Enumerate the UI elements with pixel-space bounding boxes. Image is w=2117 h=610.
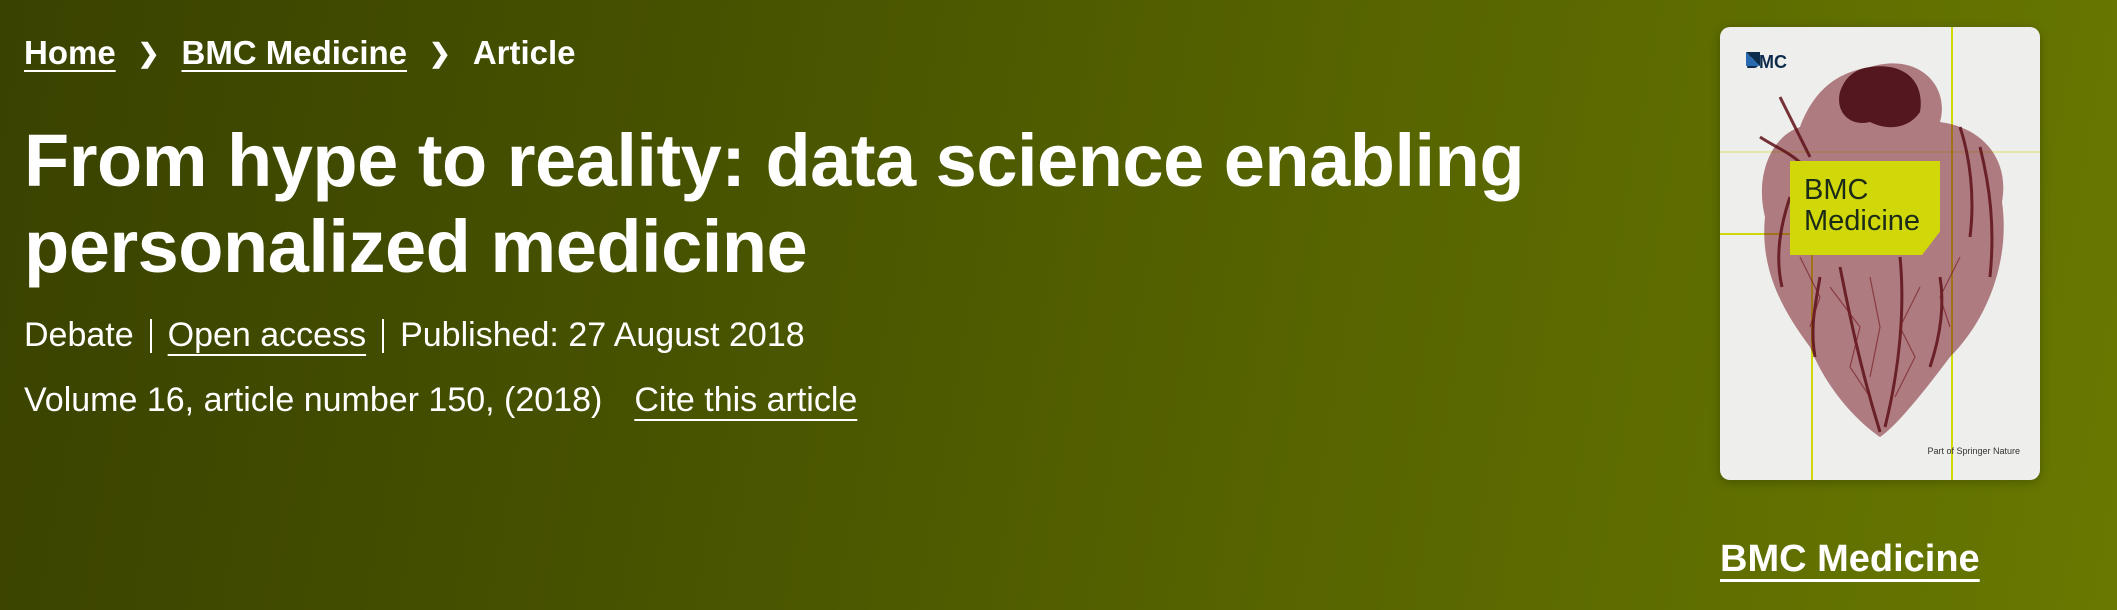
journal-cover[interactable]: BMC BMC Medicine Part of Springer Nature xyxy=(1720,27,2040,480)
volume-info: Volume 16, article number 150, (2018) xyxy=(24,381,603,419)
article-meta: Debate Open access Published: 27 August … xyxy=(24,316,805,355)
journal-name-link[interactable]: BMC Medicine xyxy=(1720,538,1980,580)
breadcrumb-home-link[interactable]: Home xyxy=(24,34,116,71)
article-citation-info: Volume 16, article number 150, (2018) Ci… xyxy=(24,381,857,420)
cover-journal-title: BMC Medicine xyxy=(1790,161,1940,255)
cover-journal-line2: Medicine xyxy=(1804,205,1921,237)
open-access-link[interactable]: Open access xyxy=(167,316,367,354)
cover-footer: Part of Springer Nature xyxy=(1927,446,2020,456)
published-date: Published: 27 August 2018 xyxy=(400,316,805,354)
breadcrumb-journal-link[interactable]: BMC Medicine xyxy=(181,34,408,71)
chevron-right-icon: ❯ xyxy=(137,37,160,68)
breadcrumb: Home ❯ BMC Medicine ❯ Article xyxy=(24,34,576,72)
divider xyxy=(149,318,152,353)
bmc-logo-icon xyxy=(1746,52,1760,66)
cite-this-article-link[interactable]: Cite this article xyxy=(634,381,858,419)
bmc-logo: BMC xyxy=(1746,52,1787,73)
chevron-right-icon: ❯ xyxy=(429,37,451,68)
cover-journal-line1: BMC xyxy=(1804,174,1869,206)
divider xyxy=(382,318,385,353)
article-title: From hype to reality: data science enabl… xyxy=(24,119,1525,288)
article-type: Debate xyxy=(24,316,134,354)
breadcrumb-current: Article xyxy=(472,34,576,71)
